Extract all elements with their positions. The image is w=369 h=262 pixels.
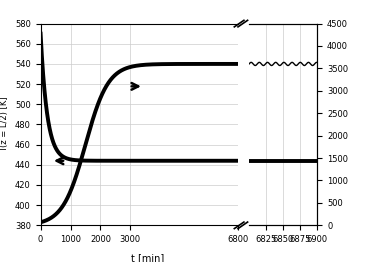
Text: t [min]: t [min]: [131, 253, 164, 262]
Y-axis label: T(z = L/2) [K]: T(z = L/2) [K]: [0, 97, 9, 152]
